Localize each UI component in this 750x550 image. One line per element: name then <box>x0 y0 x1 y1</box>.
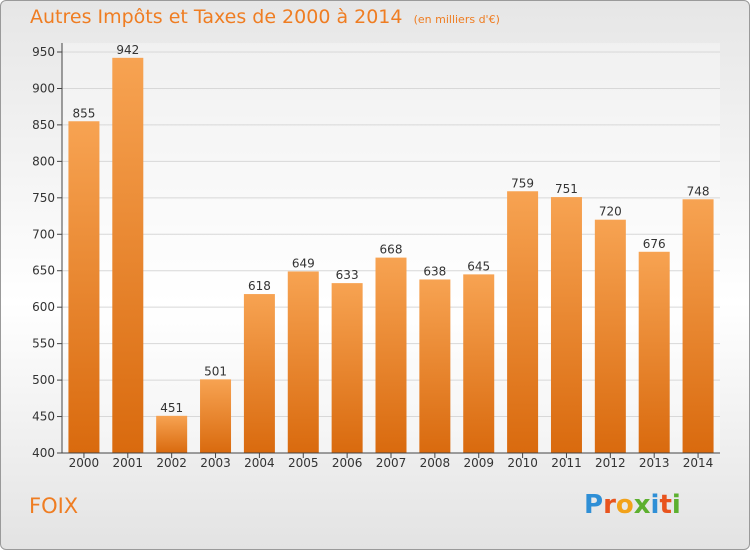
y-tick-label: 750 <box>32 191 55 205</box>
bar-2007 <box>375 257 407 453</box>
x-tick-label: 2012 <box>595 456 626 470</box>
bar-2008 <box>419 279 451 453</box>
data-label: 645 <box>467 259 490 273</box>
bar-2011 <box>550 197 582 453</box>
data-label: 451 <box>160 401 183 415</box>
bar-2013 <box>638 251 670 453</box>
bar-2014 <box>682 199 714 453</box>
logo-letter: i <box>650 490 660 520</box>
logo-letter: P <box>584 490 604 520</box>
data-label: 649 <box>292 256 315 270</box>
data-label: 633 <box>336 268 359 282</box>
logo-letter: t <box>659 490 672 520</box>
bar-2003 <box>200 379 232 453</box>
bar-2002 <box>156 415 188 453</box>
logo-letter: x <box>633 490 651 520</box>
bar-2012 <box>594 219 626 453</box>
y-tick-label: 850 <box>32 118 55 132</box>
data-label: 748 <box>687 184 710 198</box>
data-label: 720 <box>599 205 622 219</box>
chart-title: Autres Impôts et Taxes de 2000 à 2014 <box>30 6 403 28</box>
x-tick-label: 2008 <box>420 456 451 470</box>
data-label: 751 <box>555 182 578 196</box>
x-tick-label: 2011 <box>551 456 582 470</box>
data-label: 638 <box>423 264 446 278</box>
y-tick-label: 700 <box>32 227 55 241</box>
bar-2000 <box>68 121 100 453</box>
data-label: 855 <box>72 106 95 120</box>
bar-2010 <box>507 191 539 454</box>
place-name: FOIX <box>29 494 79 518</box>
logo-letter: o <box>615 490 634 520</box>
bar-2005 <box>287 271 319 453</box>
x-tick-label: 2010 <box>507 456 538 470</box>
y-tick-label: 950 <box>32 45 55 59</box>
y-tick-label: 800 <box>32 154 55 168</box>
y-tick-label: 500 <box>32 373 55 387</box>
x-tick-label: 2006 <box>332 456 363 470</box>
x-tick-label: 2009 <box>463 456 494 470</box>
chart-subtitle: (en milliers d'€) <box>413 13 500 26</box>
data-label: 618 <box>248 279 271 293</box>
y-tick-label: 600 <box>32 300 55 314</box>
data-label: 501 <box>204 364 227 378</box>
bar-2009 <box>463 274 495 453</box>
data-label: 759 <box>511 176 534 190</box>
y-tick-label: 650 <box>32 264 55 278</box>
bar-2004 <box>243 294 275 453</box>
x-tick-label: 2014 <box>683 456 714 470</box>
data-label: 676 <box>643 237 666 251</box>
x-tick-label: 2007 <box>376 456 407 470</box>
bar-2001 <box>112 57 144 453</box>
x-tick-label: 2001 <box>113 456 144 470</box>
bar-2006 <box>331 283 363 453</box>
x-tick-label: 2002 <box>156 456 187 470</box>
axes: 400 450 500 550 600 650 700 750 800 850 900 950 2000… <box>32 43 720 470</box>
logo-letter: i <box>671 490 681 520</box>
proxiti-logo: Proxiti <box>584 490 681 520</box>
data-label: 668 <box>380 243 403 257</box>
x-tick-label: 2004 <box>244 456 275 470</box>
x-tick-label: 2005 <box>288 456 319 470</box>
y-tick-label: 550 <box>32 337 55 351</box>
data-labels: 855 942 451 501 618 649 633 668 638 645 759 751 720 6… <box>72 43 709 415</box>
x-tick-label: 2013 <box>639 456 670 470</box>
x-tick-label: 2003 <box>200 456 231 470</box>
y-tick-label: 400 <box>32 446 55 460</box>
x-tick-label: 2000 <box>69 456 100 470</box>
y-tick-label: 450 <box>32 410 55 424</box>
y-tick-label: 900 <box>32 81 55 95</box>
logo-letter: r <box>603 490 616 520</box>
bars <box>68 57 714 454</box>
title-row: Autres Impôts et Taxes de 2000 à 2014 (e… <box>30 6 500 28</box>
data-label: 942 <box>116 43 139 57</box>
